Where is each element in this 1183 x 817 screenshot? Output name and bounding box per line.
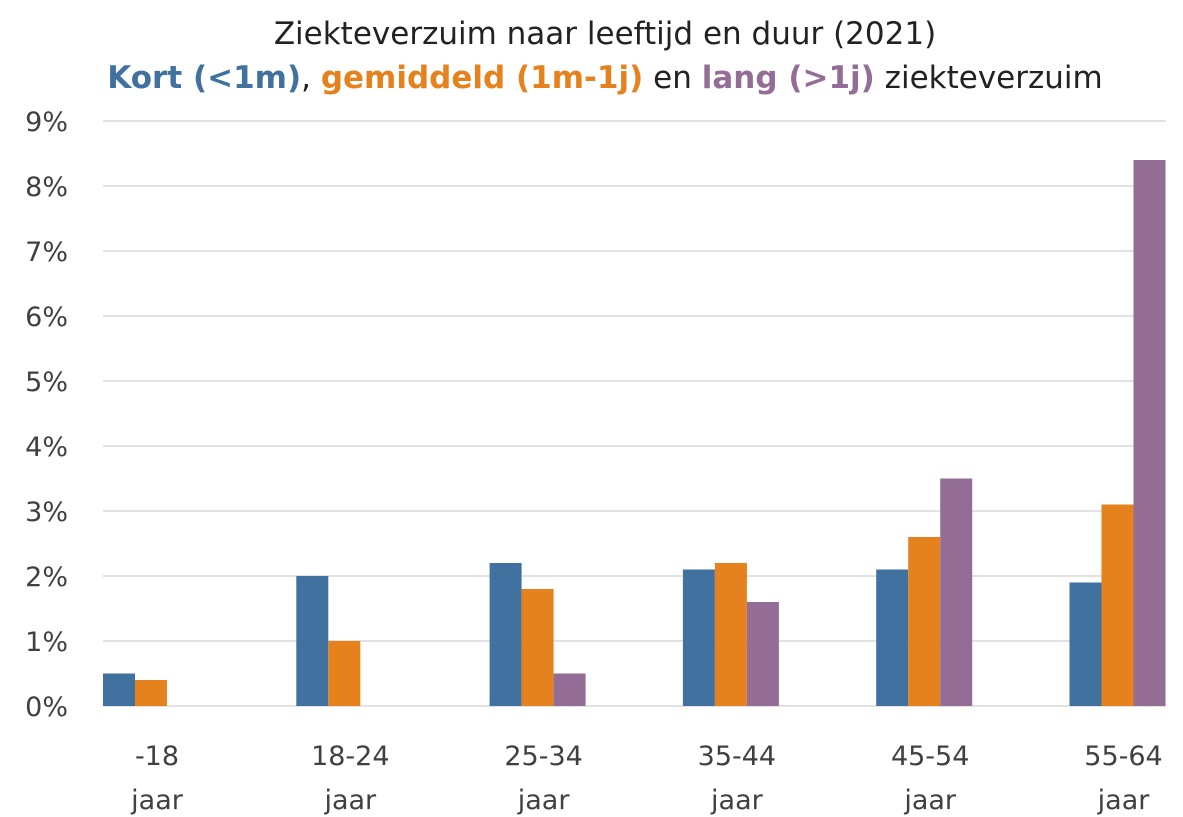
- bar: [876, 569, 909, 706]
- bar: [328, 641, 361, 706]
- bar: [746, 602, 779, 706]
- bar: [135, 680, 167, 706]
- bar: [489, 563, 522, 706]
- bar: [940, 478, 973, 706]
- y-tick-label: 6%: [25, 302, 68, 333]
- x-tick-label: 25-34 jaar: [504, 741, 582, 816]
- subtitle-part: en: [643, 60, 701, 96]
- bar: [714, 563, 747, 706]
- y-tick-label: 4%: [25, 432, 68, 463]
- subtitle-part: ziekteverzuim: [875, 60, 1103, 96]
- y-tick-label: 2%: [25, 562, 68, 593]
- y-tick-label: 9%: [25, 107, 68, 138]
- bar: [103, 673, 135, 706]
- x-tick-label: 35-44 jaar: [698, 741, 776, 816]
- y-tick-label: 7%: [25, 237, 68, 268]
- legend-entry: Kort (<1m): [107, 60, 301, 96]
- y-tick-label: 3%: [25, 497, 68, 528]
- x-tick-label: 45-54 jaar: [891, 741, 969, 816]
- x-tick-label: 18-24 jaar: [311, 741, 389, 816]
- bar: [1133, 160, 1166, 706]
- subtitle-part: ,: [301, 60, 321, 96]
- bar: [908, 537, 941, 706]
- bar: [1101, 504, 1134, 706]
- bar: [682, 569, 715, 706]
- x-tick-label: 55-64 jaar: [1084, 741, 1162, 816]
- bar: [1069, 582, 1102, 706]
- x-tick-label: -18 jaar: [130, 741, 184, 816]
- y-tick-label: 1%: [25, 627, 68, 658]
- chart-subtitle: Kort (<1m), gemiddeld (1m-1j) en lang (>…: [107, 60, 1102, 96]
- y-tick-label: 5%: [25, 367, 68, 398]
- bar: [296, 576, 329, 706]
- bar: [553, 673, 586, 706]
- y-tick-label: 0%: [25, 692, 68, 723]
- chart-title: Ziekteverzuim naar leeftijd en duur (202…: [274, 16, 936, 52]
- legend-entry: lang (>1j): [702, 60, 875, 96]
- legend-entry: gemiddeld (1m-1j): [321, 60, 643, 96]
- y-tick-label: 8%: [25, 172, 68, 203]
- bar: [521, 589, 554, 706]
